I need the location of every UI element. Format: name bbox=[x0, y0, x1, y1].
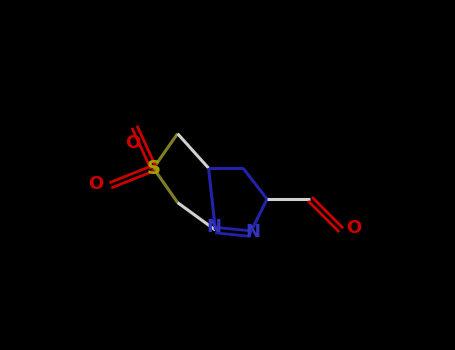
Text: O: O bbox=[88, 175, 103, 193]
Text: O: O bbox=[346, 219, 362, 237]
Text: N: N bbox=[246, 223, 261, 241]
Text: N: N bbox=[206, 218, 221, 236]
Text: S: S bbox=[147, 159, 161, 177]
Text: O: O bbox=[125, 134, 141, 152]
